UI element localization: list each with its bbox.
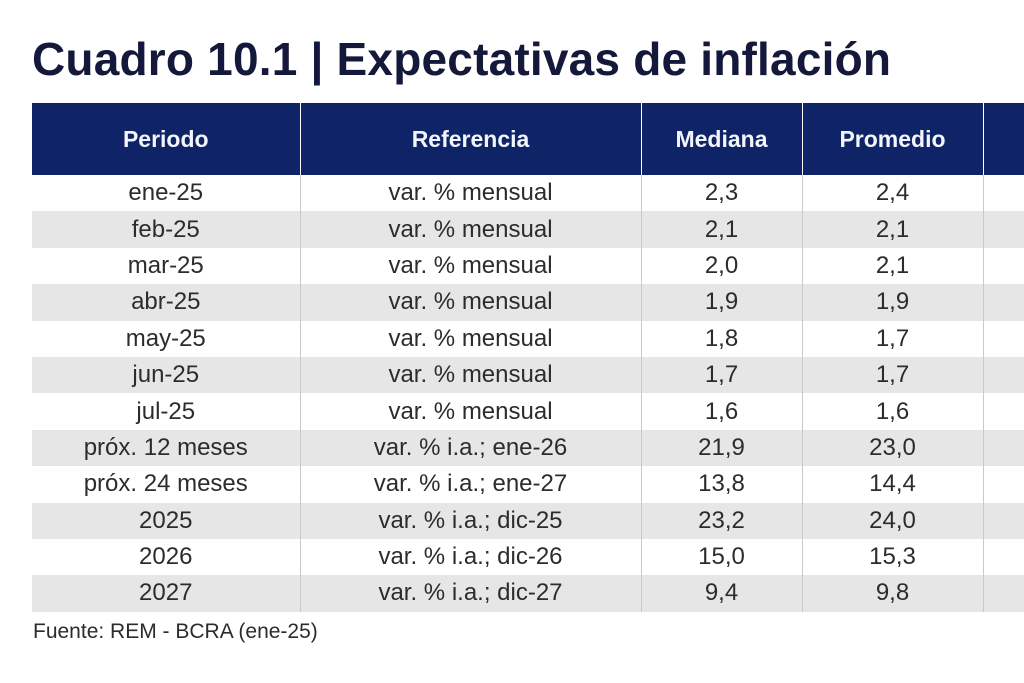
cell-referencia: var. % mensual xyxy=(300,320,642,357)
cell-referencia: var. % mensual xyxy=(300,284,642,321)
cell-cut-off xyxy=(983,538,1024,576)
table-row: 2025 var. % i.a.; dic-25 23,2 24,0 xyxy=(32,502,1024,539)
cell-mediana: 9,4 xyxy=(641,575,803,612)
table-row: 2027 var. % i.a.; dic-27 9,4 9,8 xyxy=(32,575,1024,612)
cell-promedio: 2,1 xyxy=(802,247,984,285)
cell-cut-off xyxy=(983,247,1024,285)
cell-mediana: 1,7 xyxy=(641,356,803,394)
table-row: abr-25 var. % mensual 1,9 1,9 xyxy=(32,284,1024,321)
cell-mediana: 21,9 xyxy=(641,429,803,467)
cell-periodo: mar-25 xyxy=(32,247,301,285)
cell-referencia: var. % i.a.; ene-27 xyxy=(300,466,642,503)
inflation-expectations-table: Periodo Referencia Mediana Promedio ene-… xyxy=(32,103,1024,612)
table-row: feb-25 var. % mensual 2,1 2,1 xyxy=(32,211,1024,248)
cell-mediana: 2,0 xyxy=(641,247,803,285)
cell-periodo: 2026 xyxy=(32,538,301,576)
cell-referencia: var. % mensual xyxy=(300,247,642,285)
cell-mediana: 1,8 xyxy=(641,320,803,357)
table-row: próx. 24 meses var. % i.a.; ene-27 13,8 … xyxy=(32,466,1024,503)
cell-referencia: var. % i.a.; dic-26 xyxy=(300,538,642,576)
table-header-row: Periodo Referencia Mediana Promedio xyxy=(32,103,1024,175)
table-row: jul-25 var. % mensual 1,6 1,6 xyxy=(32,393,1024,430)
cell-mediana: 1,6 xyxy=(641,393,803,430)
cell-cut-off xyxy=(983,284,1024,321)
cell-mediana: 2,3 xyxy=(641,175,803,212)
header-promedio: Promedio xyxy=(802,103,984,175)
cell-mediana: 23,2 xyxy=(641,502,803,539)
cell-promedio: 14,4 xyxy=(802,466,984,503)
cell-periodo: 2027 xyxy=(32,575,301,612)
cell-referencia: var. % i.a.; dic-25 xyxy=(300,502,642,539)
cell-cut-off xyxy=(983,575,1024,612)
cell-periodo: próx. 24 meses xyxy=(32,466,301,503)
header-mediana: Mediana xyxy=(641,103,803,175)
table-row: mar-25 var. % mensual 2,0 2,1 xyxy=(32,247,1024,285)
cell-periodo: may-25 xyxy=(32,320,301,357)
cell-referencia: var. % i.a.; dic-27 xyxy=(300,575,642,612)
cell-periodo: feb-25 xyxy=(32,211,301,248)
cell-mediana: 15,0 xyxy=(641,538,803,576)
cell-periodo: 2025 xyxy=(32,502,301,539)
cell-periodo: jul-25 xyxy=(32,393,301,430)
cell-promedio: 24,0 xyxy=(802,502,984,539)
cell-referencia: var. % mensual xyxy=(300,393,642,430)
header-periodo: Periodo xyxy=(32,103,301,175)
cell-referencia: var. % i.a.; ene-26 xyxy=(300,429,642,467)
table-row: ene-25 var. % mensual 2,3 2,4 xyxy=(32,175,1024,212)
cell-cut-off xyxy=(983,320,1024,357)
cell-cut-off xyxy=(983,429,1024,467)
cell-cut-off xyxy=(983,502,1024,539)
cell-promedio: 9,8 xyxy=(802,575,984,612)
table-row: jun-25 var. % mensual 1,7 1,7 xyxy=(32,356,1024,394)
table-title: Cuadro 10.1 | Expectativas de inflación xyxy=(32,33,892,85)
cell-promedio: 23,0 xyxy=(802,429,984,467)
source-note: Fuente: REM - BCRA (ene-25) xyxy=(33,620,318,643)
cell-promedio: 15,3 xyxy=(802,538,984,576)
cell-promedio: 1,9 xyxy=(802,284,984,321)
table-body: ene-25 var. % mensual 2,3 2,4 feb-25 var… xyxy=(32,175,1024,612)
table-row: may-25 var. % mensual 1,8 1,7 xyxy=(32,320,1024,357)
cell-promedio: 2,1 xyxy=(802,211,984,248)
cell-referencia: var. % mensual xyxy=(300,356,642,394)
header-referencia: Referencia xyxy=(300,103,642,175)
inflation-expectations-table-container: Periodo Referencia Mediana Promedio ene-… xyxy=(32,103,1024,612)
cell-cut-off xyxy=(983,393,1024,430)
cell-promedio: 1,6 xyxy=(802,393,984,430)
cell-promedio: 1,7 xyxy=(802,320,984,357)
cell-mediana: 1,9 xyxy=(641,284,803,321)
cell-periodo: ene-25 xyxy=(32,175,301,212)
cell-mediana: 13,8 xyxy=(641,466,803,503)
cell-cut-off xyxy=(983,175,1024,212)
cell-periodo: abr-25 xyxy=(32,284,301,321)
table-row: próx. 12 meses var. % i.a.; ene-26 21,9 … xyxy=(32,429,1024,467)
cell-cut-off xyxy=(983,466,1024,503)
cell-promedio: 2,4 xyxy=(802,175,984,212)
cell-cut-off xyxy=(983,211,1024,248)
cell-promedio: 1,7 xyxy=(802,356,984,394)
cell-cut-off xyxy=(983,356,1024,394)
header-cut-off xyxy=(983,103,1024,175)
cell-referencia: var. % mensual xyxy=(300,211,642,248)
cell-referencia: var. % mensual xyxy=(300,175,642,212)
cell-mediana: 2,1 xyxy=(641,211,803,248)
cell-periodo: próx. 12 meses xyxy=(32,429,301,467)
table-row: 2026 var. % i.a.; dic-26 15,0 15,3 xyxy=(32,538,1024,576)
cell-periodo: jun-25 xyxy=(32,356,301,394)
